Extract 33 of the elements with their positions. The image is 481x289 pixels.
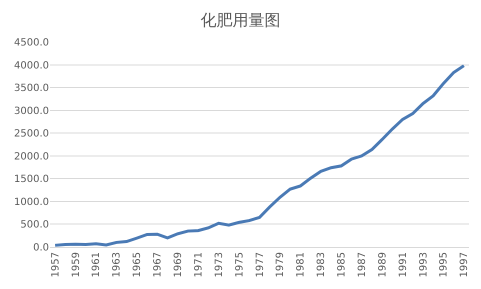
- y-tick-label: 3500.0: [14, 83, 49, 94]
- x-tick-label: 1967: [152, 252, 164, 278]
- y-tick-label: 1000.0: [14, 196, 49, 208]
- x-tick-label: 1983: [316, 252, 328, 278]
- x-tick-label: 1989: [377, 252, 388, 278]
- x-tick-label: 1993: [418, 252, 430, 278]
- x-tick-label: 1987: [356, 252, 368, 278]
- y-tick-label: 2500.0: [14, 128, 49, 140]
- x-tick-label: 1995: [438, 252, 450, 278]
- x-tick-label: 1961: [91, 252, 102, 278]
- x-tick-label: 1969: [172, 252, 184, 278]
- y-tick-label: 1500.0: [14, 174, 49, 186]
- y-tick-label: 3000.0: [14, 106, 49, 117]
- x-tick-label: 1981: [296, 252, 307, 278]
- chart-title: 化肥用量图: [200, 10, 280, 30]
- x-tick-label: 1975: [234, 252, 246, 278]
- y-tick-label: 0.0: [33, 242, 49, 254]
- y-tick-label: 500.0: [20, 220, 49, 231]
- x-tick-label: 1979: [275, 252, 286, 278]
- x-tick-label: 1965: [132, 252, 144, 278]
- x-tick-label: 1971: [193, 252, 204, 278]
- x-tick-label: 1963: [112, 252, 123, 278]
- x-tick-label: 1985: [336, 252, 348, 278]
- x-tick-label: 1959: [70, 252, 82, 278]
- x-tick-label: 1997: [459, 252, 470, 278]
- y-tick-label: 4500.0: [14, 38, 49, 48]
- line-series: [54, 64, 466, 247]
- x-tick-label: 1977: [254, 252, 266, 278]
- y-tick-label: 2000.0: [14, 151, 49, 162]
- x-tick-label: 1973: [214, 252, 225, 278]
- x-tick-label: 1991: [398, 252, 409, 278]
- x-tick-label: 1957: [50, 252, 62, 278]
- y-tick-label: 4000.0: [14, 60, 49, 72]
